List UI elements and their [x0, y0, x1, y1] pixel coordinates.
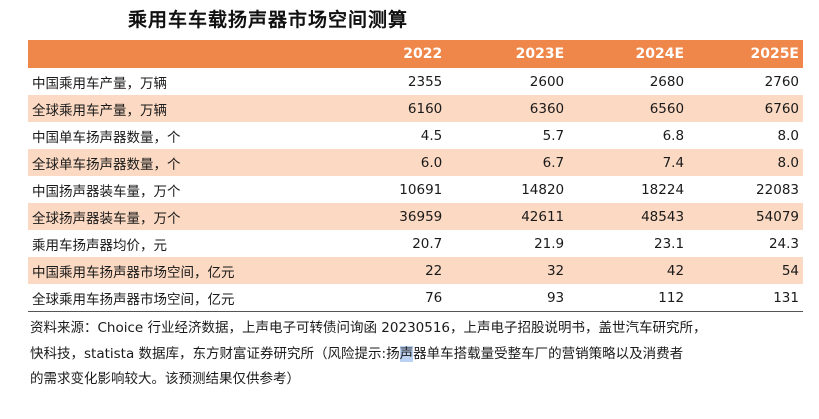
row-value-cell: 8.0	[777, 127, 799, 144]
row-value-cell: 22083	[756, 181, 799, 198]
row-value-cell: 76	[425, 289, 443, 306]
row-value-cell: 6560	[649, 100, 685, 117]
row-value-cell: 6.8	[662, 127, 685, 144]
row-value-cell: 2680	[649, 73, 685, 90]
row-value-cell: 42	[666, 262, 685, 279]
header-year-2022: 2022	[403, 46, 443, 62]
table-row: 中国乘用车产量，万辆 2355 2600 2680 2760	[28, 68, 803, 95]
row-value-cell: 32	[546, 262, 565, 279]
row-value-cell: 112	[658, 289, 685, 306]
row-value-cell: 24.3	[768, 235, 799, 252]
row-value-cell: 21.9	[534, 235, 565, 252]
source-note: 资料来源：Choice 行业经济数据，上声电子可转债问询函 20230516，上…	[30, 316, 810, 393]
table-row: 全球乘用车产量，万辆 6160 6360 6560 6760	[28, 95, 803, 122]
row-value-cell: 48543	[641, 208, 685, 225]
market-space-table: 2022 2023E 2024E 2025E 中国乘用车产量，万辆 2355 260…	[28, 40, 803, 311]
source-line-2-part-b: 器单车搭载量受整车厂的营销策略以及消费者	[413, 345, 684, 362]
source-line-1: 资料来源：Choice 行业经济数据，上声电子可转债问询函 20230516，上…	[30, 320, 707, 336]
row-value-cell: 54	[781, 262, 799, 279]
table-row: 中国扬声器装车量，万个 10691 14820 18224 22083	[28, 176, 803, 203]
row-label: 中国扬声器装车量，万个	[32, 183, 181, 200]
row-label: 乘用车扬声器均价，元	[32, 237, 167, 254]
row-label: 全球乘用车扬声器市场空间，亿元	[32, 291, 235, 308]
row-value-cell: 54079	[756, 208, 799, 225]
row-label: 全球单车扬声器数量，个	[32, 156, 181, 173]
table-title: 乘用车车载扬声器市场空间测算	[128, 9, 409, 31]
row-value-cell: 23.1	[653, 235, 685, 252]
row-value-cell: 6.0	[420, 154, 443, 171]
row-value-cell: 2355	[407, 73, 443, 90]
table-header-row: 2022 2023E 2024E 2025E	[28, 40, 803, 68]
header-year-2025e: 2025E	[750, 46, 799, 62]
row-label: 全球扬声器装车量，万个	[32, 210, 181, 227]
table-row: 乘用车扬声器均价，元 20.7 21.9 23.1 24.3	[28, 230, 803, 257]
row-value-cell: 2600	[529, 73, 565, 90]
table-row: 中国乘用车扬声器市场空间，亿元 22 32 42 54	[28, 257, 803, 284]
row-value-cell: 36959	[399, 208, 443, 225]
table-row: 全球乘用车扬声器市场空间，亿元 76 93 112 131	[28, 284, 803, 311]
text-selection-highlight: 声	[399, 345, 414, 362]
header-year-2023e: 2023E	[515, 46, 565, 62]
row-value-cell: 22	[425, 262, 443, 279]
row-value-cell: 10691	[399, 181, 443, 198]
row-value-cell: 93	[546, 289, 565, 306]
row-label: 中国单车扬声器数量，个	[32, 129, 181, 146]
row-value-cell: 5.7	[542, 127, 565, 144]
row-value-cell: 42611	[521, 208, 565, 225]
row-label: 全球乘用车产量，万辆	[32, 102, 167, 119]
header-year-2024e: 2024E	[635, 46, 685, 62]
table-row: 全球扬声器装车量，万个 36959 42611 48543 54079	[28, 203, 803, 230]
row-value-cell: 8.0	[777, 154, 799, 171]
row-value-cell: 6760	[764, 100, 799, 117]
row-value-cell: 6160	[407, 100, 443, 117]
source-line-2-part-a: 快科技，statista 数据库，东方财富证券研究所（风险提示:扬	[30, 345, 400, 362]
row-value-cell: 6360	[529, 100, 565, 117]
row-value-cell: 6.7	[542, 154, 565, 171]
row-value-cell: 14820	[521, 181, 565, 198]
row-value-cell: 7.4	[662, 154, 685, 171]
row-label: 中国乘用车产量，万辆	[32, 75, 167, 92]
row-label: 中国乘用车扬声器市场空间，亿元	[32, 264, 235, 281]
row-value-cell: 18224	[641, 181, 685, 198]
table-row: 全球单车扬声器数量，个 6.0 6.7 7.4 8.0	[28, 149, 803, 176]
row-value-cell: 20.7	[412, 235, 443, 252]
row-value-cell: 2760	[764, 73, 799, 90]
table-row: 中国单车扬声器数量，个 4.5 5.7 6.8 8.0	[28, 122, 803, 149]
row-value-cell: 4.5	[420, 127, 443, 144]
source-line-3: 的需求变化影响较大。该预测结果仅供参考）	[30, 371, 300, 387]
row-value-cell: 131	[773, 289, 799, 306]
table-bottom-rule	[28, 311, 803, 312]
source-line-2: 快科技，statista 数据库，东方财富证券研究所（风险提示:扬声器单车搭载量…	[30, 342, 810, 368]
